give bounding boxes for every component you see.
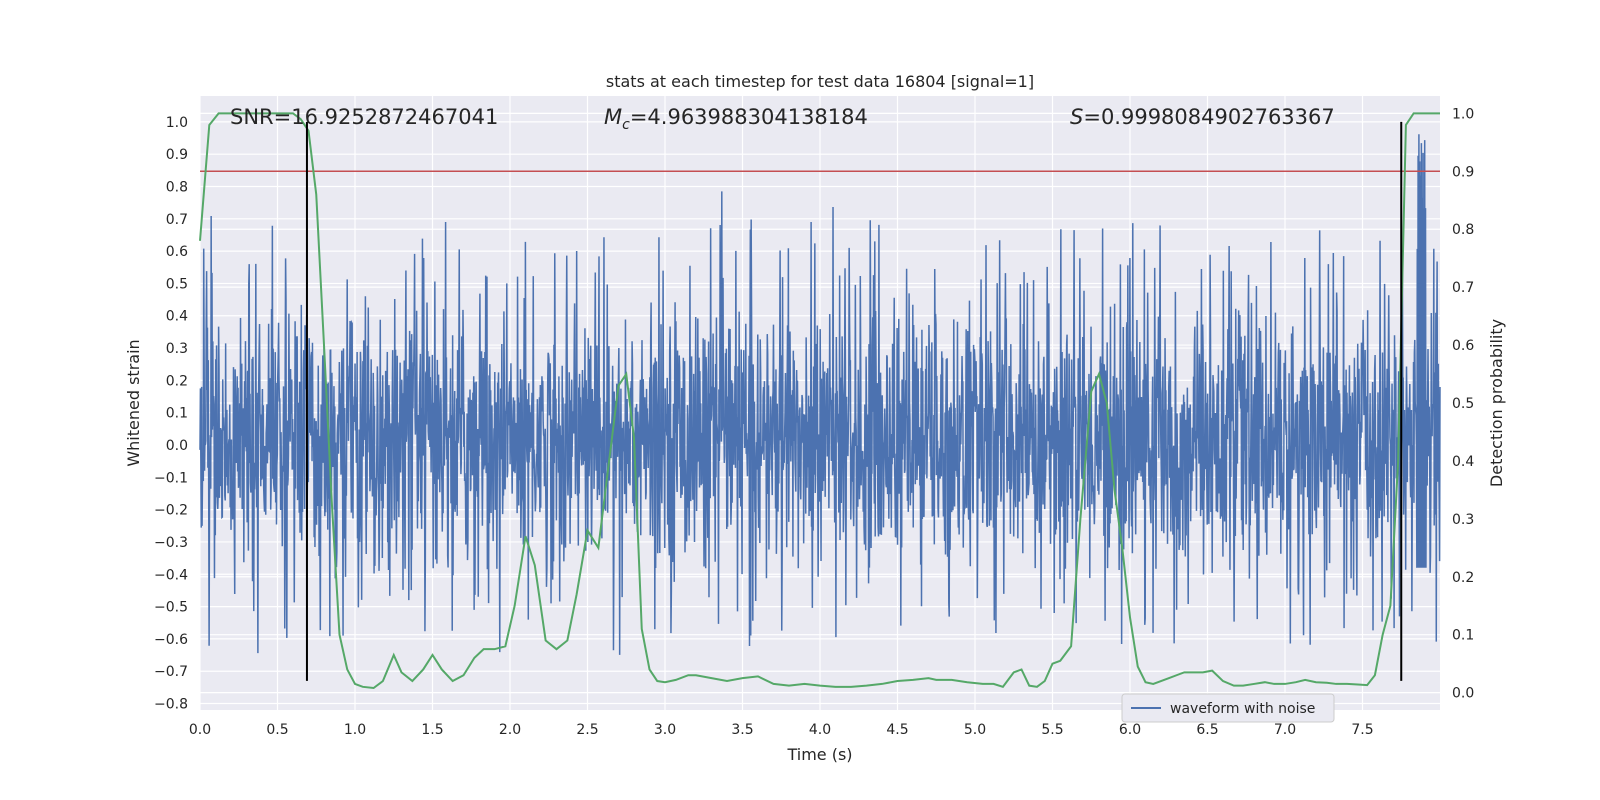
x-tick-label: 7.5 <box>1351 722 1373 738</box>
y-tick-label: 0.0 <box>166 438 188 454</box>
y-tick-label: −0.3 <box>154 535 188 551</box>
y2-tick-label: 0.6 <box>1452 338 1474 354</box>
x-tick-label: 4.0 <box>809 722 831 738</box>
x-tick-label: 2.0 <box>499 722 521 738</box>
probability-series-layer <box>199 112 1440 690</box>
score-value: =0.9998084902763367 <box>1083 105 1334 129</box>
y-tick-label: 0.4 <box>166 309 188 325</box>
x-tick-label: 5.5 <box>1041 722 1063 738</box>
y-tick-label: 0.1 <box>166 406 188 422</box>
y2-tick-label: 0.9 <box>1452 164 1474 180</box>
y2-tick-label: 0.8 <box>1452 222 1474 238</box>
y-tick-label: −0.2 <box>154 503 188 519</box>
y2-tick-label: 0.5 <box>1452 396 1474 412</box>
x-tick-label: 6.5 <box>1196 722 1218 738</box>
y2-axis-label: Detection probability <box>1487 319 1506 487</box>
y-tick-label: 0.9 <box>166 147 188 163</box>
chirp-mass-symbol: M <box>604 105 622 129</box>
y2-tick-label: 1.0 <box>1452 106 1474 122</box>
y-tick-label: −0.4 <box>154 567 188 583</box>
y-axis-label: Whitened strain <box>124 339 143 466</box>
y-tick-label: −0.8 <box>154 697 188 713</box>
y-tick-label: 0.5 <box>166 276 188 292</box>
x-tick-label: 1.5 <box>421 722 443 738</box>
y2-tick-label: 0.2 <box>1452 570 1474 586</box>
y-tick-label: 0.3 <box>166 341 188 357</box>
y-tick-labels: −0.8 −0.7 −0.6 −0.5 −0.4 −0.3 −0.2 −0.1 0.0 0.1 0.… <box>154 115 188 713</box>
y2-tick-label: 0.3 <box>1452 512 1474 528</box>
y2-tick-label: 0.0 <box>1452 686 1474 702</box>
waveform-series <box>199 134 1441 655</box>
y2-tick-label: 0.4 <box>1452 454 1474 470</box>
x-tick-label: 0.5 <box>266 722 288 738</box>
score-symbol: S <box>1070 105 1083 129</box>
y2-tick-labels: 0.0 0.1 0.2 0.3 0.4 0.5 0.6 0.7 0.8 0.9 1.0 <box>1452 106 1474 701</box>
x-tick-label: 3.0 <box>654 722 676 738</box>
chart-title: stats at each timestep for test data 168… <box>606 72 1034 91</box>
chirp-mass-annotation: Mc=4.963988304138184 <box>604 105 868 133</box>
y-tick-label: 0.7 <box>166 212 188 228</box>
y-tick-label: −0.6 <box>154 632 188 648</box>
y2-tick-label: 0.1 <box>1452 628 1474 644</box>
snr-annotation: SNR=16.9252872467041 <box>230 105 498 129</box>
x-tick-label: 3.5 <box>731 722 753 738</box>
x-tick-label: 1.0 <box>344 722 366 738</box>
y-tick-label: 0.6 <box>166 244 188 260</box>
y-tick-label: 0.8 <box>166 179 188 195</box>
y-tick-label: −0.7 <box>154 664 188 680</box>
y-tick-label: −0.5 <box>154 600 188 616</box>
x-tick-label: 6.0 <box>1119 722 1141 738</box>
x-tick-label: 2.5 <box>576 722 598 738</box>
y-tick-label: −0.1 <box>154 470 188 486</box>
y-tick-label: 1.0 <box>166 115 188 131</box>
chirp-mass-value: =4.963988304138184 <box>630 105 868 129</box>
y-tick-label: 0.2 <box>166 373 188 389</box>
y2-tick-label: 0.7 <box>1452 280 1474 296</box>
waveform-line <box>199 134 1441 655</box>
x-tick-label: 7.0 <box>1274 722 1296 738</box>
legend: waveform with noise <box>1121 693 1335 723</box>
legend-waveform-label: waveform with noise <box>1170 701 1315 717</box>
x-tick-label: 0.0 <box>189 722 211 738</box>
vertical-marker-layer <box>305 121 1403 681</box>
x-tick-label: 5.0 <box>964 722 986 738</box>
score-annotation: S=0.9998084902763367 <box>1070 105 1335 129</box>
chirp-mass-subscript: c <box>622 117 630 133</box>
probability-line <box>199 112 1440 690</box>
x-axis-label: Time (s) <box>786 745 852 764</box>
x-tick-label: 4.5 <box>886 722 908 738</box>
x-tick-labels: 0.0 0.5 1.0 1.5 2.0 2.5 3.0 3.5 4.0 4.5 5.0 5.5 6.0 6… <box>189 722 1374 738</box>
legend-box <box>1121 693 1335 723</box>
